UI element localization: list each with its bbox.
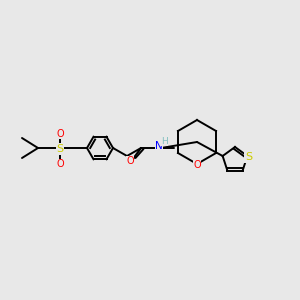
- Text: S: S: [245, 152, 252, 162]
- Text: O: O: [56, 129, 64, 139]
- Text: N: N: [155, 141, 163, 151]
- Text: O: O: [126, 156, 134, 166]
- Text: S: S: [56, 144, 64, 154]
- Text: O: O: [56, 159, 64, 169]
- Text: H: H: [160, 136, 167, 146]
- Text: O: O: [193, 160, 201, 170]
